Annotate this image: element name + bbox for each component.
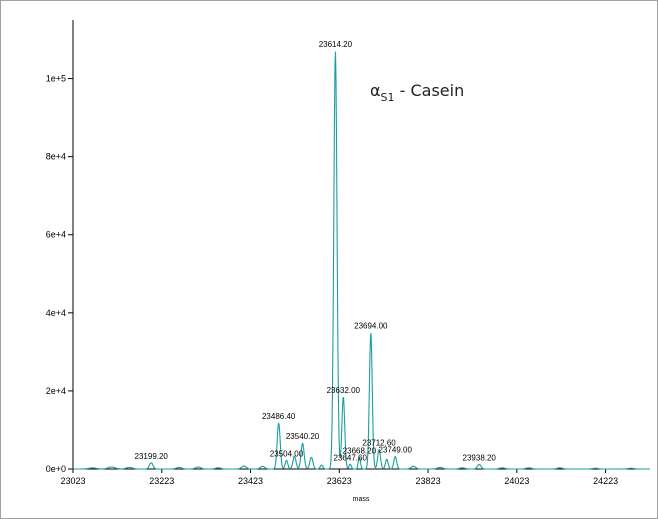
x-tick-label: 23223	[149, 476, 174, 486]
x-ticks: 23023 23223 23423 23623 23823 24023 24223	[60, 469, 618, 486]
y-tick-label: 2e+4	[46, 386, 66, 396]
chart-title: αS1 - Casein	[370, 81, 464, 104]
title-text: - Casein	[395, 81, 465, 100]
y-tick-label: 0e+0	[46, 464, 66, 474]
title-alpha-symbol: α	[370, 81, 381, 100]
x-tick-label: 24223	[593, 476, 618, 486]
peak-label: 23712.60	[362, 438, 396, 447]
peak-label: 23694.00	[354, 321, 388, 330]
x-tick-label: 23423	[238, 476, 263, 486]
y-ticks: 0e+0 2e+4 4e+4 6e+4 8e+4 1e+5	[46, 74, 73, 474]
y-tick-label: 6e+4	[46, 230, 66, 240]
y-tick-label: 4e+4	[46, 308, 66, 318]
peak-label: 23486.40	[262, 412, 296, 421]
y-tick-label: 1e+5	[46, 74, 66, 84]
peak-label: 23540.20	[286, 432, 320, 441]
peak-label: 23749.00	[379, 446, 413, 455]
y-tick-label: 8e+4	[46, 152, 66, 162]
peak-label: 23199.20	[135, 452, 169, 461]
peak-label: 23938.20	[463, 453, 497, 462]
peak-label: 23614.20	[319, 40, 353, 49]
title-subscript: S1	[381, 91, 395, 104]
peak-labels: 23199.20 23486.40 23504.00 23540.20 23614.20…	[135, 40, 497, 462]
x-tick-label: 23823	[416, 476, 441, 486]
peak-label: 23668.20	[343, 446, 377, 455]
x-tick-label: 23023	[60, 476, 85, 486]
x-tick-label: 23623	[327, 476, 352, 486]
peak-label: 23647.60	[334, 453, 368, 462]
x-tick-label: 24023	[504, 476, 529, 486]
spectrum-trace	[72, 51, 651, 470]
peak-label: 23504.00	[270, 449, 304, 458]
x-axis-title: mass	[353, 496, 370, 503]
peak-label: 23632.00	[327, 386, 361, 395]
